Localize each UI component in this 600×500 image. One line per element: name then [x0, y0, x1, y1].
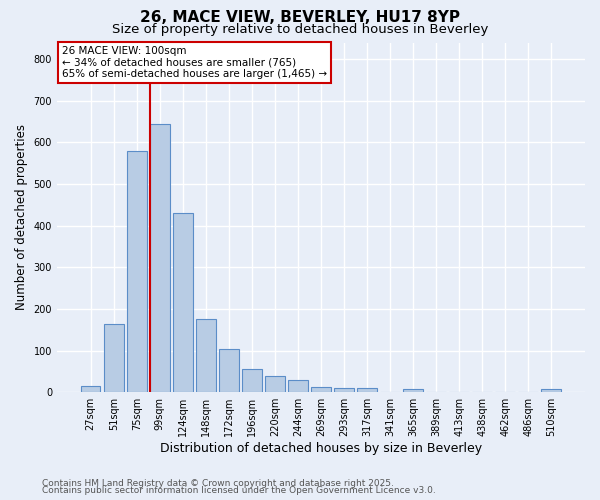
Text: Size of property relative to detached houses in Beverley: Size of property relative to detached ho…	[112, 22, 488, 36]
Bar	[265, 376, 284, 392]
Bar	[242, 370, 262, 392]
Bar	[357, 388, 377, 392]
Bar	[150, 124, 170, 392]
Bar	[288, 380, 308, 392]
Bar	[104, 324, 124, 392]
Bar	[196, 320, 215, 392]
Text: Contains public sector information licensed under the Open Government Licence v3: Contains public sector information licen…	[42, 486, 436, 495]
Text: 26, MACE VIEW, BEVERLEY, HU17 8YP: 26, MACE VIEW, BEVERLEY, HU17 8YP	[140, 10, 460, 25]
Bar	[334, 388, 354, 392]
Text: Contains HM Land Registry data © Crown copyright and database right 2025.: Contains HM Land Registry data © Crown c…	[42, 478, 394, 488]
X-axis label: Distribution of detached houses by size in Beverley: Distribution of detached houses by size …	[160, 442, 482, 455]
Bar	[541, 390, 561, 392]
Y-axis label: Number of detached properties: Number of detached properties	[15, 124, 28, 310]
Bar	[81, 386, 100, 392]
Bar	[219, 350, 239, 392]
Bar	[127, 150, 146, 392]
Bar	[311, 387, 331, 392]
Text: 26 MACE VIEW: 100sqm
← 34% of detached houses are smaller (765)
65% of semi-deta: 26 MACE VIEW: 100sqm ← 34% of detached h…	[62, 46, 328, 79]
Bar	[173, 213, 193, 392]
Bar	[403, 389, 423, 392]
